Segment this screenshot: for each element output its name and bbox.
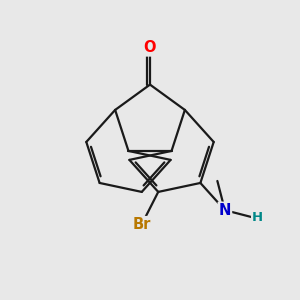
Text: O: O bbox=[144, 40, 156, 56]
Text: Br: Br bbox=[132, 217, 151, 232]
Text: N: N bbox=[219, 203, 231, 218]
Text: H: H bbox=[252, 211, 263, 224]
